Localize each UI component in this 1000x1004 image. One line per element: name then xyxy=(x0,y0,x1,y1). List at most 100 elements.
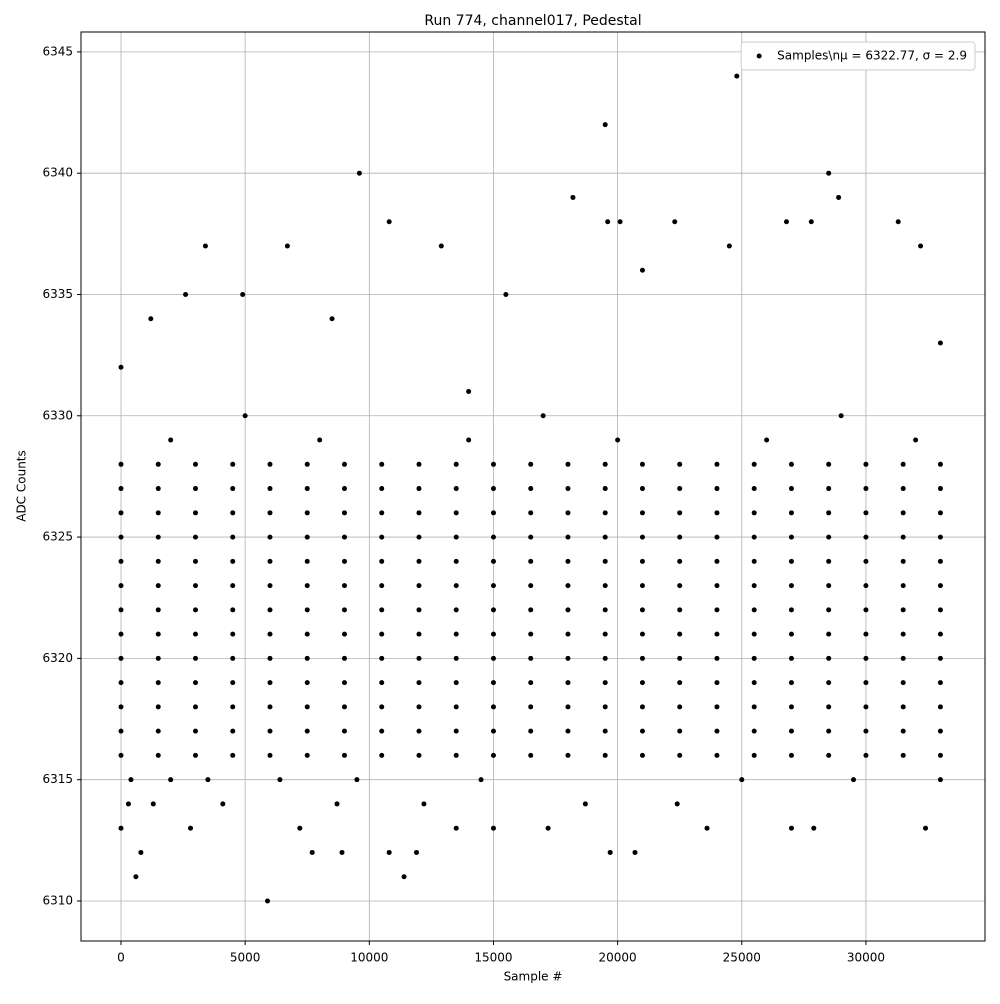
point xyxy=(168,437,174,443)
point xyxy=(155,704,161,710)
point xyxy=(677,461,683,467)
point xyxy=(309,849,315,855)
point xyxy=(751,607,757,613)
point xyxy=(155,607,161,613)
point xyxy=(267,680,273,686)
point xyxy=(739,777,745,783)
point xyxy=(304,486,310,492)
point xyxy=(937,728,943,734)
point xyxy=(267,534,273,540)
point xyxy=(230,583,236,589)
point xyxy=(297,825,303,831)
point xyxy=(230,631,236,637)
point xyxy=(317,437,323,443)
point xyxy=(826,510,832,516)
point xyxy=(900,680,906,686)
point xyxy=(155,583,161,589)
point xyxy=(602,510,608,516)
point xyxy=(341,607,347,613)
point xyxy=(118,607,124,613)
point xyxy=(192,607,198,613)
point xyxy=(304,728,310,734)
point xyxy=(714,486,720,492)
point xyxy=(617,219,623,225)
point xyxy=(607,849,613,855)
point xyxy=(615,437,621,443)
point xyxy=(284,243,290,249)
point xyxy=(192,631,198,637)
point xyxy=(379,607,385,613)
point xyxy=(528,558,534,564)
point xyxy=(304,534,310,540)
point xyxy=(714,728,720,734)
point xyxy=(751,631,757,637)
point xyxy=(205,777,211,783)
x-tick-label: 10000 xyxy=(350,951,388,965)
chart-title: Run 774, channel017, Pedestal xyxy=(424,13,641,29)
point xyxy=(900,752,906,758)
x-tick-label: 15000 xyxy=(474,951,512,965)
point xyxy=(565,631,571,637)
x-tick-label: 30000 xyxy=(847,951,885,965)
point xyxy=(453,583,459,589)
point xyxy=(240,291,246,297)
point xyxy=(118,728,124,734)
point xyxy=(503,291,509,297)
point xyxy=(639,558,645,564)
legend-label: Samples\nμ = 6322.77, σ = 2.9 xyxy=(777,49,967,63)
point xyxy=(341,534,347,540)
point xyxy=(788,728,794,734)
point xyxy=(341,583,347,589)
point xyxy=(267,607,273,613)
point xyxy=(341,680,347,686)
point xyxy=(453,486,459,492)
point xyxy=(602,461,608,467)
point xyxy=(304,752,310,758)
point xyxy=(545,825,551,831)
point xyxy=(714,704,720,710)
point xyxy=(386,219,392,225)
point xyxy=(267,752,273,758)
point xyxy=(602,583,608,589)
point xyxy=(788,558,794,564)
point xyxy=(937,680,943,686)
point xyxy=(528,486,534,492)
point xyxy=(334,801,340,807)
point xyxy=(453,680,459,686)
point xyxy=(379,558,385,564)
point xyxy=(639,655,645,661)
point xyxy=(379,631,385,637)
point xyxy=(714,534,720,540)
point xyxy=(565,510,571,516)
point xyxy=(937,583,943,589)
point xyxy=(863,728,869,734)
point xyxy=(118,461,124,467)
point xyxy=(490,728,496,734)
y-tick-label: 6310 xyxy=(42,893,73,907)
point xyxy=(118,534,124,540)
point xyxy=(453,607,459,613)
point xyxy=(751,510,757,516)
point xyxy=(192,728,198,734)
point xyxy=(751,486,757,492)
point xyxy=(230,655,236,661)
point xyxy=(155,655,161,661)
point xyxy=(453,655,459,661)
point xyxy=(230,607,236,613)
point xyxy=(565,607,571,613)
point xyxy=(826,558,832,564)
point xyxy=(453,752,459,758)
point xyxy=(605,219,611,225)
point xyxy=(242,413,248,419)
point xyxy=(826,170,832,176)
point xyxy=(714,510,720,516)
point xyxy=(923,825,929,831)
point xyxy=(341,655,347,661)
point xyxy=(788,461,794,467)
point xyxy=(304,558,310,564)
point xyxy=(808,219,814,225)
point xyxy=(863,461,869,467)
point xyxy=(677,704,683,710)
point xyxy=(118,558,124,564)
point xyxy=(453,704,459,710)
